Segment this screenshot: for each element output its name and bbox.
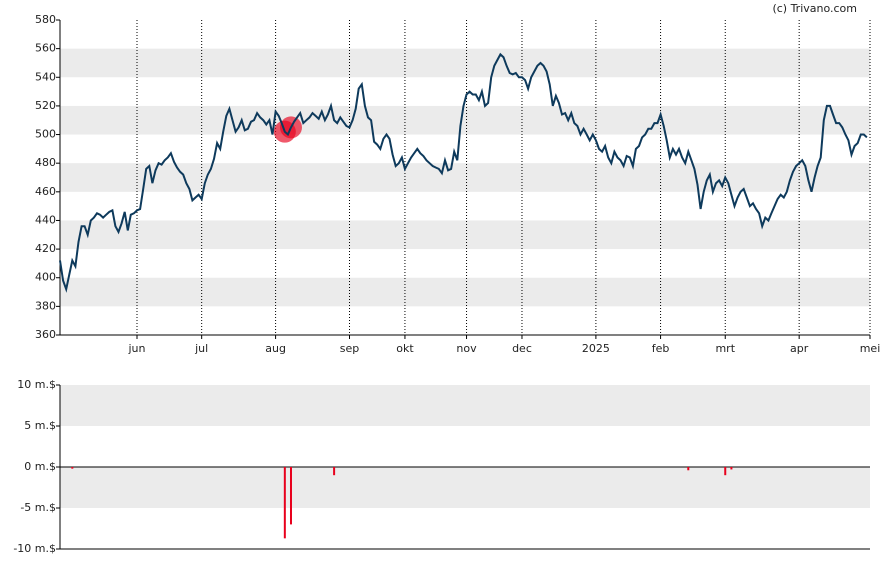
y-tick-label: 420 <box>35 242 56 255</box>
y-tick-label: 380 <box>35 299 56 312</box>
grid-band <box>60 48 870 78</box>
bar <box>71 467 74 469</box>
x-tick-label: 2025 <box>582 342 610 355</box>
grid-band <box>60 385 870 426</box>
y-tick-label: 460 <box>35 185 56 198</box>
y-tick-label: 400 <box>35 271 56 284</box>
grid-band <box>60 467 870 508</box>
grid-band <box>60 220 870 250</box>
grid-band <box>60 105 870 135</box>
bar <box>333 467 336 476</box>
x-tick-label: aug <box>265 342 286 355</box>
y-tick-label: 480 <box>35 156 56 169</box>
bar <box>687 467 690 471</box>
y-tick-label: 10 m.$ <box>17 378 56 391</box>
bar <box>283 467 286 539</box>
bar <box>724 467 727 476</box>
y-tick-label: 560 <box>35 42 56 55</box>
x-tick-label: mei <box>860 342 881 355</box>
y-tick-label: 440 <box>35 213 56 226</box>
price-line <box>59 52 868 293</box>
y-tick-label: -5 m.$ <box>20 501 56 514</box>
bar <box>289 467 292 525</box>
y-tick-label: 0 m.$ <box>24 460 56 473</box>
x-tick-label: sep <box>340 342 359 355</box>
y-tick-label: 500 <box>35 128 56 141</box>
y-tick-label: 360 <box>35 328 56 341</box>
grid-band <box>60 277 870 307</box>
y-tick-label: 5 m.$ <box>24 419 56 432</box>
grid-band <box>60 163 870 192</box>
y-tick-label: 520 <box>35 99 56 112</box>
x-tick-label: mrt <box>715 342 735 355</box>
y-tick-label: -10 m.$ <box>13 542 56 555</box>
x-tick-label: nov <box>456 342 477 355</box>
copyright: (c) Trivano.com <box>772 2 857 15</box>
y-tick-label: 580 <box>35 13 56 26</box>
x-tick-label: okt <box>396 342 414 355</box>
x-tick-label: jul <box>194 342 208 355</box>
x-tick-label: apr <box>790 342 809 355</box>
x-tick-label: jun <box>127 342 145 355</box>
y-tick-label: 540 <box>35 70 56 83</box>
bar <box>730 467 733 470</box>
x-tick-label: dec <box>512 342 532 355</box>
x-tick-label: feb <box>652 342 670 355</box>
